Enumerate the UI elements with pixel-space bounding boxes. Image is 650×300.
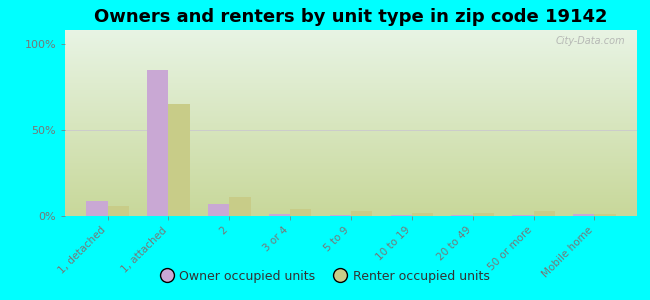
- Bar: [330, 215, 351, 216]
- Bar: [208, 204, 229, 216]
- Bar: [168, 104, 190, 216]
- Title: Owners and renters by unit type in zip code 19142: Owners and renters by unit type in zip c…: [94, 8, 608, 26]
- Text: City-Data.com: City-Data.com: [556, 36, 625, 46]
- Bar: [229, 197, 251, 216]
- Bar: [269, 214, 290, 216]
- Bar: [534, 211, 555, 216]
- Bar: [412, 213, 433, 216]
- Legend: Owner occupied units, Renter occupied units: Owner occupied units, Renter occupied un…: [155, 265, 495, 288]
- Bar: [451, 215, 473, 216]
- Bar: [290, 209, 311, 216]
- Bar: [108, 206, 129, 216]
- Bar: [473, 213, 494, 216]
- Bar: [573, 214, 594, 216]
- Bar: [86, 200, 108, 216]
- Bar: [351, 211, 372, 216]
- Bar: [391, 215, 412, 216]
- Bar: [512, 215, 534, 216]
- Bar: [147, 70, 168, 216]
- Bar: [594, 214, 616, 216]
